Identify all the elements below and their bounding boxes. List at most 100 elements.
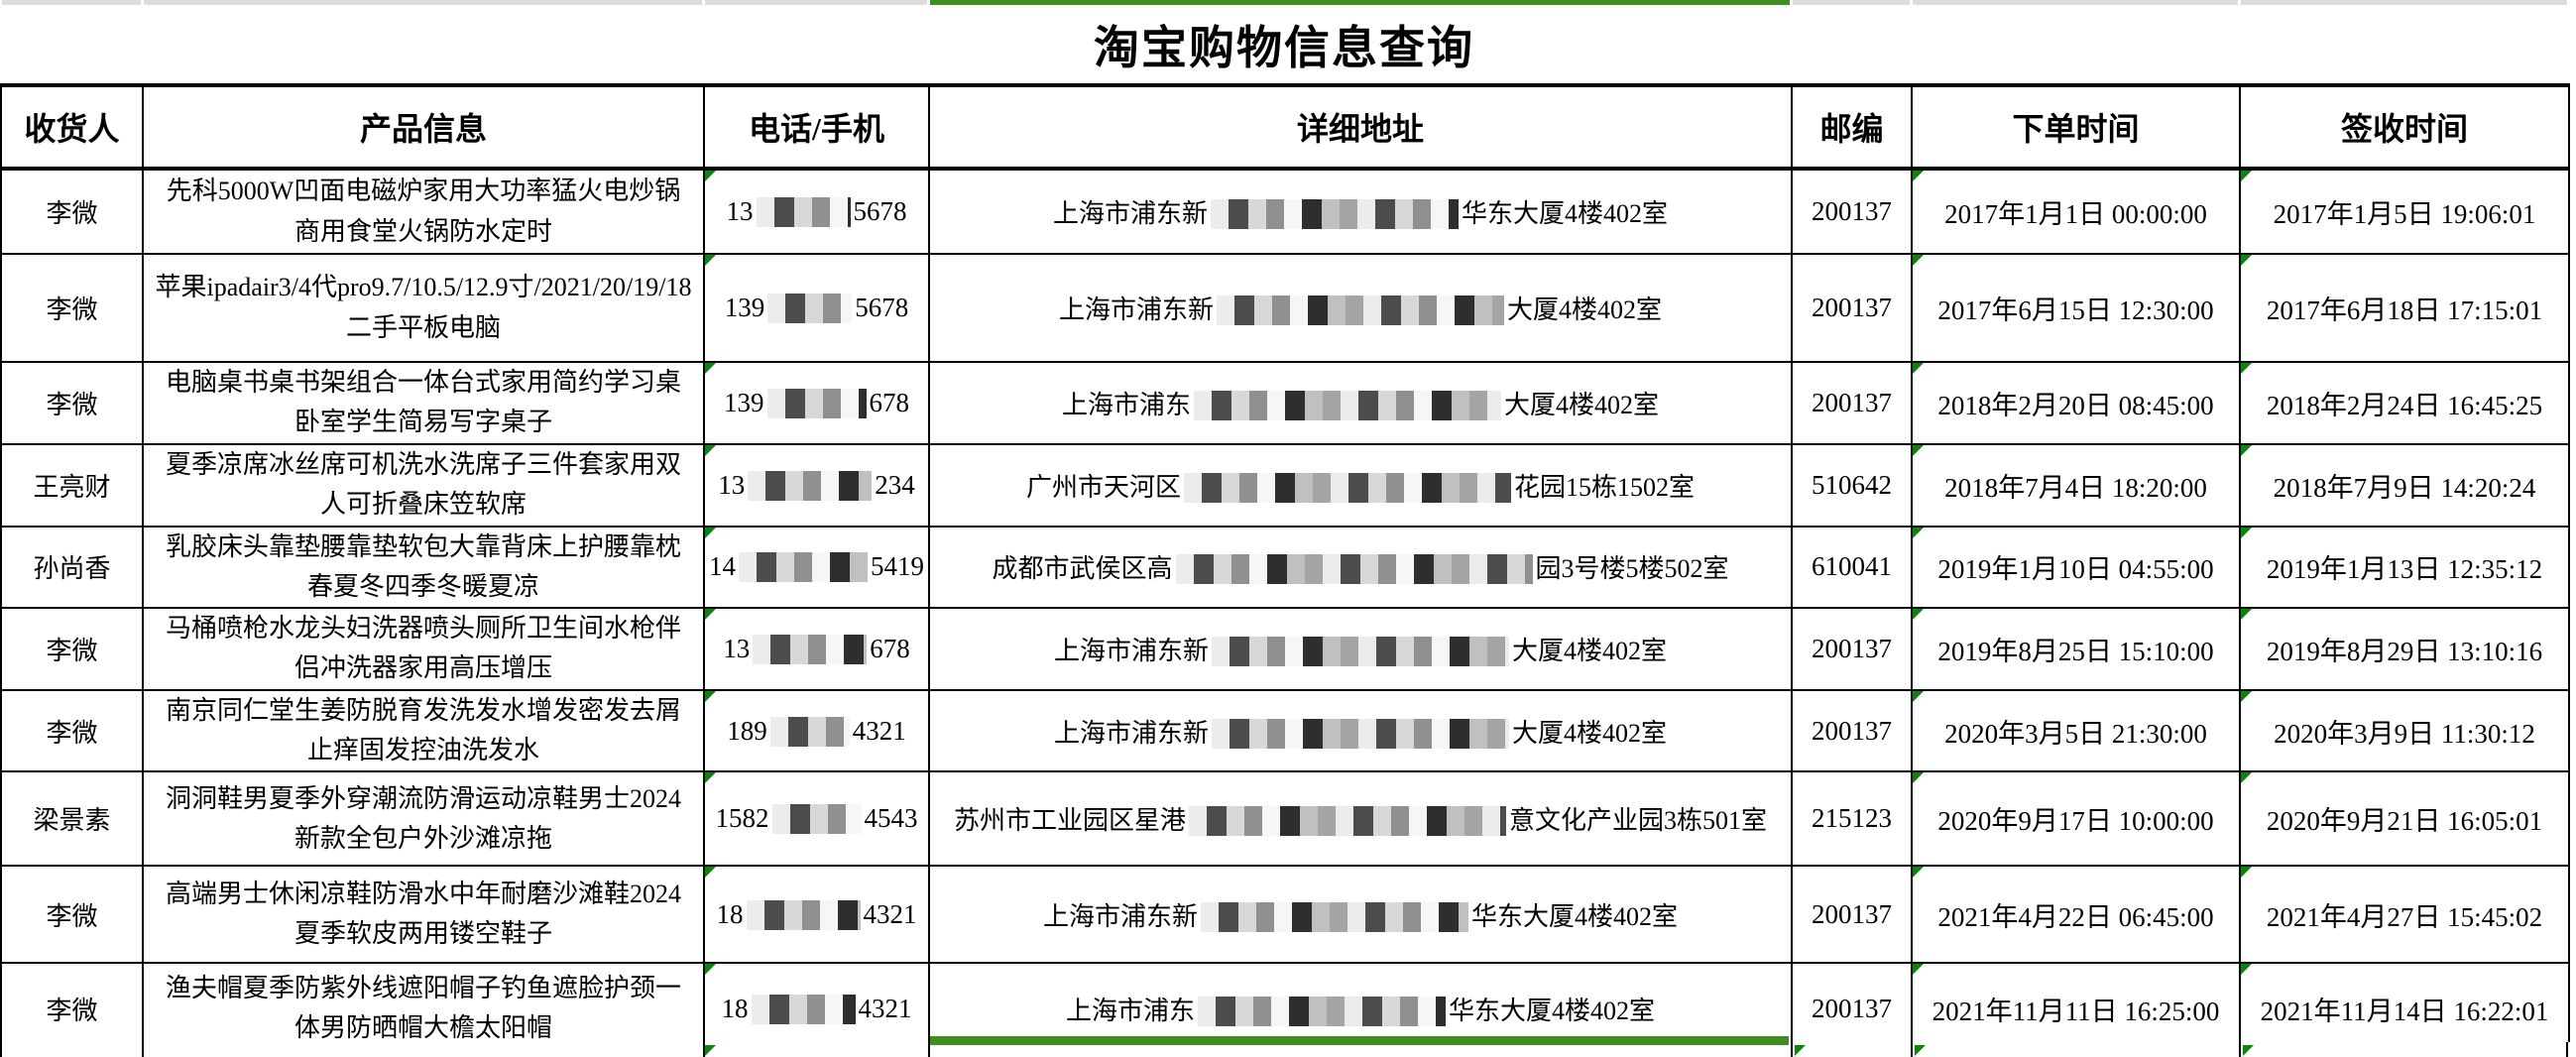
sign-time-cell[interactable]: 2020年3月9日 11:30:12 [2239,688,2570,773]
product-cell[interactable]: 夏季凉席冰丝席可机洗水洗席子三件套家用双人可折叠床笠软席 [142,442,705,528]
sign-time-cell[interactable]: 2019年1月13日 12:35:12 [2239,525,2570,610]
address-cell[interactable]: 上海市浦东新 华东大厦4楼402室 [928,865,1793,965]
product-cell[interactable]: 马桶喷枪水龙头妇洗器喷头厕所卫生间水枪伴侣冲洗器家用高压增压 [142,607,705,691]
zip-cell[interactable]: 200137 [1791,253,1913,363]
address-cell[interactable]: 成都市武侯区高 园3号楼5楼502室 [928,525,1793,610]
table-row[interactable]: 李微 先科5000W凹面电磁炉家用大功率猛火电炒锅商用食堂火锅防水定时 13 56… [0,168,2570,255]
order-time-cell[interactable]: 2021年11月11日 16:25:00 [1911,962,2241,1057]
phone-cell[interactable]: 139 678 [703,361,930,445]
phone-cell[interactable]: 13 234 [703,442,930,528]
zip-cell[interactable]: 200137 [1791,865,1913,965]
recipient-cell[interactable]: 李微 [0,865,144,965]
sign-time-cell[interactable]: 2018年7月9日 14:20:24 [2239,442,2570,528]
column-header-phone[interactable]: 电话/手机 [703,83,930,171]
order-time-cell[interactable]: 2020年9月17日 10:00:00 [1911,770,2241,868]
phone-cell[interactable]: 18 4321 [703,962,930,1057]
table-row[interactable]: 李微 马桶喷枪水龙头妇洗器喷头厕所卫生间水枪伴侣冲洗器家用高压增压 13 678 … [0,607,2570,691]
address-cell[interactable]: 苏州市工业园区星港 意文化产业园3栋501室 [928,770,1793,868]
address-cell[interactable]: 上海市浦东新 华东大厦4楼402室 [928,168,1793,255]
table-row[interactable]: 梁景素 洞洞鞋男夏季外穿潮流防滑运动凉鞋男士2024新款全包户外沙滩凉拖 158… [0,770,2570,868]
phone-suffix: 4321 [858,993,912,1023]
column-header-sign[interactable]: 签收时间 [2239,83,2570,171]
order-time-cell[interactable]: 2019年8月25日 15:10:00 [1911,607,2241,691]
phone-redaction-mask [766,388,867,418]
address-suffix: 大厦4楼402室 [1512,636,1668,665]
phone-cell[interactable]: 13 678 [703,607,930,691]
table-row[interactable]: 李微 南京同仁堂生姜防脱育发洗发水增发密发去屑止痒固发控油洗发水 189 4321… [0,688,2570,773]
product-cell[interactable]: 高端男士休闲凉鞋防滑水中年耐磨沙滩鞋2024夏季软皮两用镂空鞋子 [142,865,705,965]
phone-cell[interactable]: 1582 4543 [703,770,930,868]
zip-cell[interactable]: 200137 [1791,361,1913,445]
phone-cell[interactable]: 18 4321 [703,865,930,965]
order-time-cell[interactable]: 2018年2月20日 08:45:00 [1911,361,2241,445]
sign-time-cell[interactable]: 2019年8月29日 13:10:16 [2239,607,2570,691]
order-time-cell[interactable]: 2017年6月15日 12:30:00 [1911,253,2241,363]
phone-prefix: 18 [721,993,749,1023]
recipient-cell[interactable]: 孙尚香 [0,525,144,610]
phone-redaction-mask [739,552,868,583]
address-suffix: 大厦4楼402室 [1504,390,1660,419]
order-time-cell[interactable]: 2019年1月10日 04:55:00 [1911,525,2241,610]
table-row[interactable]: 李微 苹果ipadair3/4代pro9.7/10.5/12.9寸/2021/2… [0,253,2570,363]
green-fill-band [930,1036,1789,1045]
address-cell[interactable]: 上海市浦东 大厦4楼402室 [928,361,1793,445]
sign-time-cell[interactable]: 2017年1月5日 19:06:01 [2239,168,2570,255]
phone-cell[interactable]: 14 5419 [703,525,930,610]
order-time-cell[interactable]: 2021年4月22日 06:45:00 [1911,865,2241,965]
phone-cell[interactable]: 189 4321 [703,688,930,773]
recipient-name: 李微 [46,718,98,748]
product-cell[interactable]: 电脑桌书桌书架组合一体台式家用简约学习桌卧室学生简易写字桌子 [142,361,705,445]
product-cell[interactable]: 洞洞鞋男夏季外穿潮流防滑运动凉鞋男士2024新款全包户外沙滩凉拖 [142,770,705,868]
order-time-cell[interactable]: 2020年3月5日 21:30:00 [1911,688,2241,773]
order-time-cell[interactable]: 2017年1月1日 00:00:00 [1911,168,2241,255]
column-header-product[interactable]: 产品信息 [142,83,705,171]
phone-cell[interactable]: 13 5678 [703,168,930,255]
recipient-cell[interactable]: 李微 [0,168,144,255]
recipient-cell[interactable]: 李微 [0,253,144,363]
table-row[interactable]: 王亮财 夏季凉席冰丝席可机洗水洗席子三件套家用双人可折叠床笠软席 13 234 广… [0,442,2570,528]
order-time-cell[interactable]: 2018年7月4日 18:20:00 [1911,442,2241,528]
sign-time-cell[interactable]: 2021年11月14日 16:22:01 [2239,962,2570,1057]
recipient-cell[interactable]: 梁景素 [0,770,144,868]
product-cell[interactable]: 乳胶床头靠垫腰靠垫软包大靠背床上护腰靠枕春夏冬四季冬暖夏凉 [142,525,705,610]
address-prefix: 上海市浦东 [1061,390,1191,419]
table-row[interactable]: 李微 电脑桌书桌书架组合一体台式家用简约学习桌卧室学生简易写字桌子 139 678… [0,361,2570,445]
product-cell[interactable]: 渔夫帽夏季防紫外线遮阳帽子钓鱼遮脸护颈一体男防晒帽大檐太阳帽 [142,962,705,1057]
address-cell[interactable]: 上海市浦东新 大厦4楼402室 [928,688,1793,773]
recipient-name: 李微 [46,901,98,931]
column-header-zip[interactable]: 邮编 [1791,83,1913,171]
product-cell[interactable]: 南京同仁堂生姜防脱育发洗发水增发密发去屑止痒固发控油洗发水 [142,688,705,773]
column-header-address[interactable]: 详细地址 [928,83,1793,171]
zip-cell[interactable]: 610041 [1791,525,1913,610]
sign-time-cell[interactable]: 2017年6月18日 17:15:01 [2239,253,2570,363]
recipient-cell[interactable]: 李微 [0,688,144,773]
zip-cell[interactable]: 200137 [1791,168,1913,255]
product-cell[interactable]: 先科5000W凹面电磁炉家用大功率猛火电炒锅商用食堂火锅防水定时 [142,168,705,255]
recipient-name: 李微 [46,390,98,419]
orders-table: 收货人 产品信息 电话/手机 详细地址 邮编 下单时间 签收时间 李微 先科5000W凹面电… [0,83,2570,1057]
zip-cell[interactable]: 200137 [1791,607,1913,691]
column-header-order[interactable]: 下单时间 [1911,83,2241,171]
error-triangle-icon [705,1045,716,1056]
column-header-recipient[interactable]: 收货人 [0,83,144,171]
sign-time-cell[interactable]: 2021年4月27日 15:45:02 [2239,865,2570,965]
zip-code: 510642 [1812,469,1892,500]
zip-cell[interactable]: 215123 [1791,770,1913,868]
zip-cell[interactable]: 200137 [1791,688,1913,773]
phone-cell[interactable]: 139 5678 [703,253,930,363]
table-row[interactable]: 孙尚香 乳胶床头靠垫腰靠垫软包大靠背床上护腰靠枕春夏冬四季冬暖夏凉 14 5419… [0,525,2570,610]
table-row[interactable]: 李微 高端男士休闲凉鞋防滑水中年耐磨沙滩鞋2024夏季软皮两用镂空鞋子 18 43… [0,865,2570,965]
address-cell[interactable]: 上海市浦东新 大厦4楼402室 [928,253,1793,363]
zip-cell[interactable]: 510642 [1791,442,1913,528]
sign-time-cell[interactable]: 2020年9月21日 16:05:01 [2239,770,2570,868]
product-cell[interactable]: 苹果ipadair3/4代pro9.7/10.5/12.9寸/2021/20/1… [142,253,705,363]
address-cell[interactable]: 上海市浦东新 大厦4楼402室 [928,607,1793,691]
product-info: 电脑桌书桌书架组合一体台式家用简约学习桌卧室学生简易写字桌子 [165,368,681,437]
recipient-cell[interactable]: 王亮财 [0,442,144,528]
recipient-cell[interactable]: 李微 [0,607,144,691]
sign-time-cell[interactable]: 2018年2月24日 16:45:25 [2239,361,2570,445]
order-time: 2017年6月15日 12:30:00 [1937,295,2214,325]
address-cell[interactable]: 广州市天河区 花园15栋1502室 [928,442,1793,528]
recipient-cell[interactable]: 李微 [0,361,144,445]
address-redaction-mask [1194,390,1501,420]
